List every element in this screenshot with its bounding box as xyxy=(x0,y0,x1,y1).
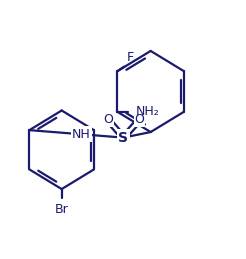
Text: NH: NH xyxy=(72,128,91,141)
Text: O: O xyxy=(134,113,144,126)
Text: F: F xyxy=(126,51,134,64)
Text: Br: Br xyxy=(55,203,69,216)
Text: O: O xyxy=(103,113,113,126)
Text: S: S xyxy=(119,131,128,145)
Text: NH₂: NH₂ xyxy=(135,105,159,118)
